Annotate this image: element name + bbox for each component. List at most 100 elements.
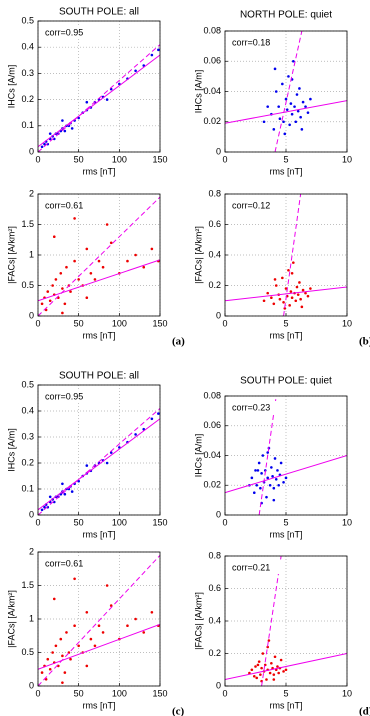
annotation: corr=0.61 xyxy=(45,558,83,568)
point xyxy=(134,617,137,621)
point xyxy=(93,278,97,281)
fit-line xyxy=(38,623,160,670)
point xyxy=(256,663,260,667)
y-tick-label: 0 xyxy=(216,310,221,320)
annotation: corr=0.95 xyxy=(45,391,83,401)
x-tick-label: 0 xyxy=(35,318,40,328)
x-axis-label: rms [nT] xyxy=(270,529,303,539)
annotation: corr=0.23 xyxy=(232,402,270,412)
point xyxy=(43,505,46,509)
point xyxy=(295,285,299,289)
point xyxy=(306,111,310,114)
point xyxy=(105,98,109,101)
point xyxy=(61,287,64,290)
point xyxy=(304,105,307,108)
point xyxy=(85,611,89,614)
point xyxy=(300,305,304,309)
x-tick-label: 10 xyxy=(342,688,352,698)
point xyxy=(284,476,288,480)
panel-label: (d) xyxy=(359,706,370,716)
point xyxy=(73,217,76,220)
x-axis-label: rms [nT] xyxy=(83,529,116,539)
fit-line xyxy=(225,100,347,124)
x-axis-label: rms [nT] xyxy=(270,330,303,340)
plot-area xyxy=(225,396,347,515)
point xyxy=(296,293,300,296)
point xyxy=(48,132,52,135)
point xyxy=(89,637,93,641)
fit-line xyxy=(38,54,160,148)
point xyxy=(150,611,154,614)
x-tick-label: 150 xyxy=(152,517,167,527)
y-tick-label: 0.4 xyxy=(208,249,221,259)
point xyxy=(304,291,307,295)
y-tick-label: 2 xyxy=(29,546,34,556)
y-tick-label: 0.3 xyxy=(21,431,34,441)
point xyxy=(40,302,44,306)
point xyxy=(270,296,273,300)
subplot: 0 5 10 0 0.2 0.4 0.6 0.8 corr=0.21 rms [nT] |FACs|… xyxy=(193,550,370,716)
point xyxy=(259,486,262,490)
point xyxy=(85,247,89,251)
point xyxy=(261,454,265,457)
point xyxy=(279,461,283,465)
subplot-title: NORTH POLE: quiet xyxy=(240,10,332,21)
point xyxy=(105,584,109,587)
point xyxy=(48,495,52,499)
point xyxy=(277,671,280,675)
y-tick-label: 0.8 xyxy=(208,550,221,560)
annotation-bg xyxy=(229,199,281,212)
point xyxy=(295,93,299,96)
point xyxy=(278,117,282,121)
point xyxy=(43,142,46,146)
panel-label: (b) xyxy=(359,336,370,348)
point xyxy=(271,475,274,478)
annotation-bg xyxy=(229,561,281,574)
y-tick-label: 0.04 xyxy=(203,86,221,96)
point xyxy=(59,272,63,275)
y-tick-label: 0.5 xyxy=(21,15,34,25)
point xyxy=(109,241,113,245)
fit-line xyxy=(258,396,277,515)
fit-line xyxy=(225,455,347,494)
axes-frame xyxy=(224,395,348,516)
point xyxy=(272,486,276,490)
point xyxy=(89,272,93,275)
fit-line xyxy=(261,556,282,686)
point xyxy=(289,102,293,105)
subplot: 0 50 100 150 0 0.1 0.2 0.3 0.4 0.5 corr=0.95 SOUTH … xyxy=(6,7,167,177)
point xyxy=(306,294,310,298)
point xyxy=(281,82,284,86)
subplot: 0 50 100 150 0 0.5 1 1.5 2 corr=0.61 rms [nT] |FACs… xyxy=(6,188,185,347)
point xyxy=(292,59,295,63)
x-tick-label: 50 xyxy=(74,517,84,527)
x-tick-label: 150 xyxy=(152,318,167,328)
point xyxy=(283,307,287,310)
y-tick-label: 1 xyxy=(29,249,34,259)
annotation: corr=0.95 xyxy=(45,27,83,37)
y-tick-label: 0 xyxy=(216,146,221,156)
subplot: 0 50 100 150 0 0.5 1 1.5 2 corr=0.61 rms [nT] |FACs… xyxy=(6,546,184,716)
point xyxy=(276,469,279,472)
y-tick-label: 0.08 xyxy=(203,25,221,35)
point xyxy=(134,69,137,73)
point xyxy=(266,105,270,108)
fit-line xyxy=(274,31,303,152)
point xyxy=(255,676,259,680)
y-tick-label: 0.02 xyxy=(203,116,221,126)
point xyxy=(261,652,265,655)
y-tick-label: 0.08 xyxy=(203,390,221,400)
point xyxy=(61,681,64,684)
plot-area xyxy=(38,408,160,515)
fit-line xyxy=(38,408,160,515)
annotation: corr=0.61 xyxy=(45,200,83,210)
annotation-bg xyxy=(229,401,281,414)
point xyxy=(77,278,80,281)
point xyxy=(150,53,154,57)
y-tick-label: 0.2 xyxy=(208,648,221,658)
y-tick-label: 0.5 xyxy=(21,379,34,389)
point xyxy=(40,145,44,149)
y-tick-label: 0 xyxy=(216,680,221,690)
point xyxy=(272,673,276,676)
point xyxy=(105,223,109,226)
